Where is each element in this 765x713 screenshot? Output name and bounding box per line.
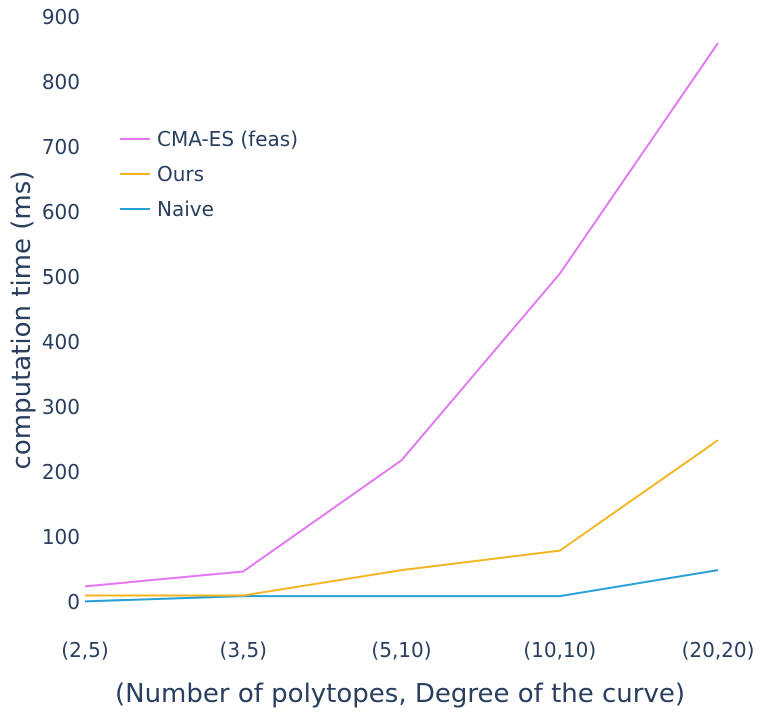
x-axis-ticks: (2,5) (3,5) (5,10) (10,10) (20,20) (61, 638, 754, 662)
y-tick-label: 800 (42, 70, 80, 94)
y-tick-label: 900 (42, 5, 80, 29)
x-tick-label: (5,10) (371, 638, 431, 662)
y-tick-label: 700 (42, 135, 80, 159)
series-line-naive (84, 569, 719, 603)
series-line-cma-es-feas (84, 42, 719, 588)
legend-label: Naive (157, 197, 214, 221)
y-tick-label: 100 (42, 525, 80, 549)
x-axis-title: (Number of polytopes, Degree of the curv… (115, 679, 685, 709)
y-axis-ticks: 0 100 200 300 400 500 600 700 800 900 (42, 5, 80, 614)
x-tick-label: (2,5) (61, 638, 108, 662)
y-tick-label: 200 (42, 460, 80, 484)
x-tick-label: (20,20) (682, 638, 755, 662)
y-tick-label: 0 (67, 590, 80, 614)
y-tick-label: 600 (42, 200, 80, 224)
legend-label: Ours (157, 162, 204, 186)
y-tick-label: 400 (42, 330, 80, 354)
y-tick-label: 300 (42, 395, 80, 419)
y-tick-label: 500 (42, 265, 80, 289)
legend-label: CMA-ES (feas) (157, 127, 298, 151)
x-tick-label: (3,5) (220, 638, 267, 662)
series-lines (84, 42, 719, 603)
legend: CMA-ES (feas) Ours Naive (120, 127, 298, 221)
y-axis-title: computation time (ms) (7, 171, 37, 470)
x-tick-label: (10,10) (523, 638, 596, 662)
series-line-ours (85, 439, 719, 597)
